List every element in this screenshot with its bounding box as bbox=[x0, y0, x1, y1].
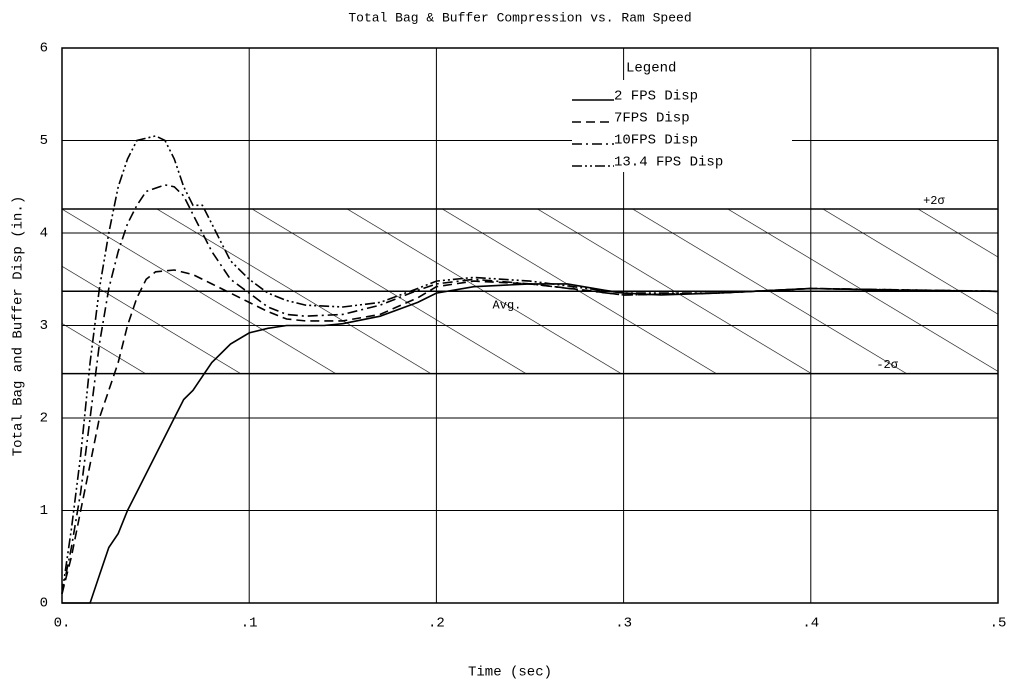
legend-label: 13.4 FPS Disp bbox=[614, 155, 723, 171]
y-tick-label: 5 bbox=[40, 133, 48, 149]
y-tick-label: 2 bbox=[40, 411, 48, 427]
y-tick-label: 0 bbox=[40, 596, 48, 612]
reference-label: -2σ bbox=[876, 358, 898, 372]
plot-frame bbox=[61, 47, 999, 604]
legend-label: 10FPS Disp bbox=[614, 133, 698, 149]
x-tick-label: .1 bbox=[241, 616, 258, 632]
legend-label: 7FPS Disp bbox=[614, 111, 690, 127]
chart-title: Total Bag & Buffer Compression vs. Ram S… bbox=[348, 10, 691, 25]
x-tick-label: .5 bbox=[990, 616, 1007, 632]
x-tick-label: .3 bbox=[615, 616, 632, 632]
legend-bg bbox=[572, 80, 792, 172]
reference-label: +2σ bbox=[923, 194, 945, 208]
y-tick-label: 4 bbox=[40, 226, 48, 242]
x-axis-label: Time (sec) bbox=[468, 665, 552, 681]
legend-label: 2 FPS Disp bbox=[614, 89, 698, 105]
y-tick-label: 1 bbox=[40, 503, 48, 519]
legend-title: Legend bbox=[626, 61, 676, 77]
x-tick-label: .4 bbox=[802, 616, 819, 632]
y-tick-label: 3 bbox=[40, 318, 48, 334]
y-axis-label: Total Bag and Buffer Disp (in.) bbox=[11, 196, 27, 456]
reference-label: Avg. bbox=[493, 298, 522, 312]
series-line bbox=[61, 135, 999, 594]
x-tick-label: 0. bbox=[54, 616, 71, 632]
x-tick-label: .2 bbox=[428, 616, 445, 632]
y-tick-label: 6 bbox=[40, 41, 48, 57]
series-line bbox=[61, 184, 999, 594]
